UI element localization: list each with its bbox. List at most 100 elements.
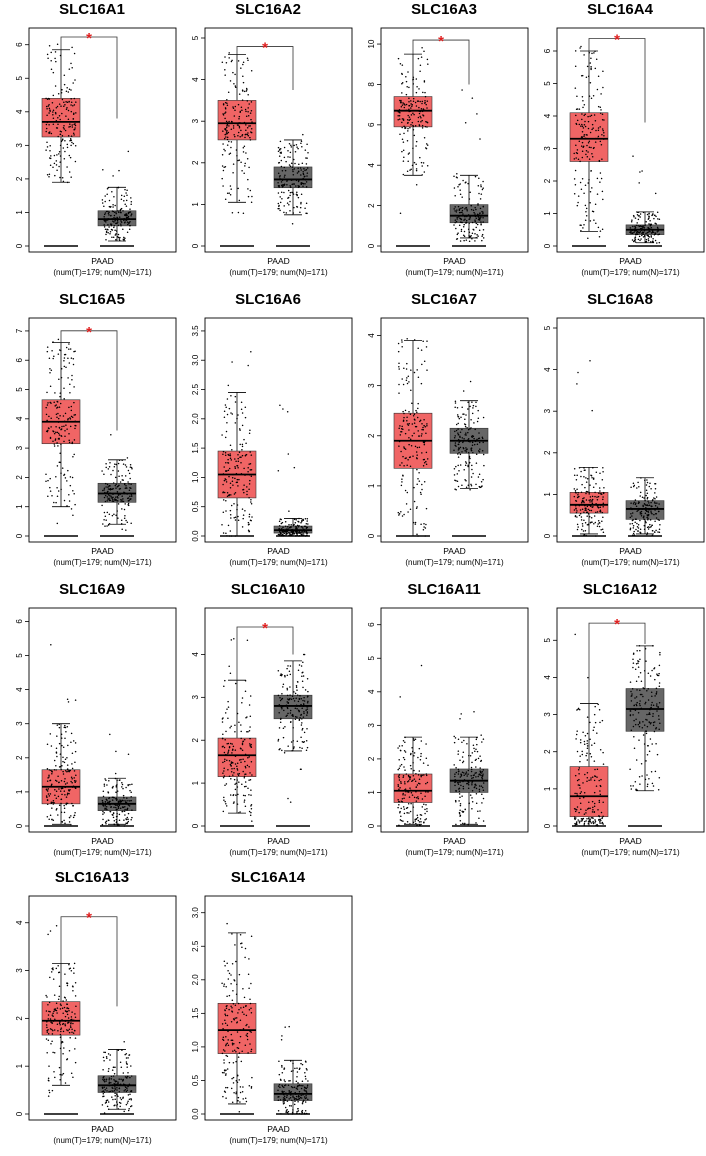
data-point [243,492,245,494]
data-point [72,417,74,419]
data-point [102,819,104,821]
data-point [73,124,75,126]
data-point [415,818,417,820]
data-point [476,234,478,236]
data-point [245,773,247,775]
data-point [118,1078,120,1080]
data-point [301,718,303,720]
data-point [413,487,415,489]
data-point [483,738,485,740]
data-point [456,177,458,179]
data-point [105,801,107,803]
data-point [120,225,122,227]
data-point [236,766,238,768]
data-point [631,700,633,702]
data-point [650,675,652,677]
data-point [57,413,59,415]
data-point [638,712,640,714]
data-point [123,239,125,241]
data-point [455,219,457,221]
data-point [299,720,301,722]
data-point [60,155,62,157]
data-point [459,437,461,439]
panel-title: SLC16A1 [4,0,180,20]
data-point [49,174,51,176]
data-point [102,1087,104,1089]
data-point [469,462,471,464]
data-point [459,760,461,762]
data-point [645,730,647,732]
data-point [576,512,578,514]
data-point [638,219,640,221]
data-point [402,793,404,795]
data-point [222,61,224,63]
data-point [239,759,241,761]
data-point [112,229,114,231]
data-point [73,1032,75,1034]
data-point [639,726,641,728]
data-point [599,800,601,802]
data-point [639,225,641,227]
data-point [411,402,413,404]
data-point [119,1087,121,1089]
data-point [656,705,658,707]
data-point [231,121,233,123]
data-point [123,1090,125,1092]
data-point [639,645,641,647]
data-point [118,225,120,227]
data-point [65,424,67,426]
data-point [237,135,239,137]
data-point [62,1000,64,1002]
data-point [50,793,52,795]
data-point [129,790,131,792]
data-point [105,463,107,465]
data-point [593,52,595,54]
data-point [404,107,406,109]
data-point [639,650,641,652]
data-point [399,464,401,466]
data-point [123,200,125,202]
data-point [635,499,637,501]
data-point [117,824,119,826]
data-point [107,484,109,486]
data-point [647,688,649,690]
data-point [599,236,601,238]
data-point [129,784,131,786]
data-point [64,354,65,356]
data-point [65,1010,67,1012]
data-point [454,468,456,470]
data-point [49,402,51,404]
data-point [633,241,635,243]
data-point [482,773,484,775]
data-point [124,518,126,520]
data-point [59,427,61,429]
data-point [235,492,237,494]
data-point [126,466,128,468]
data-point [127,800,128,802]
data-point [45,149,47,151]
data-point [116,464,118,466]
data-point [590,753,592,755]
data-point [458,442,460,444]
y-tick-label: 0 [543,243,552,248]
data-point [632,523,634,525]
data-point [119,459,121,461]
data-point [246,491,248,493]
data-point [290,721,292,723]
data-point [417,447,419,449]
data-point [630,785,632,787]
data-point [302,687,304,689]
data-point [284,147,286,149]
data-point [467,464,469,466]
data-point [235,106,237,108]
data-point [479,213,481,215]
data-point [414,135,416,137]
data-point [223,811,225,813]
data-point [417,403,419,405]
data-point [578,158,580,160]
data-point [278,162,280,164]
data-point [68,964,70,966]
data-point [602,479,604,481]
data-point [410,390,412,392]
data-point [471,469,473,471]
